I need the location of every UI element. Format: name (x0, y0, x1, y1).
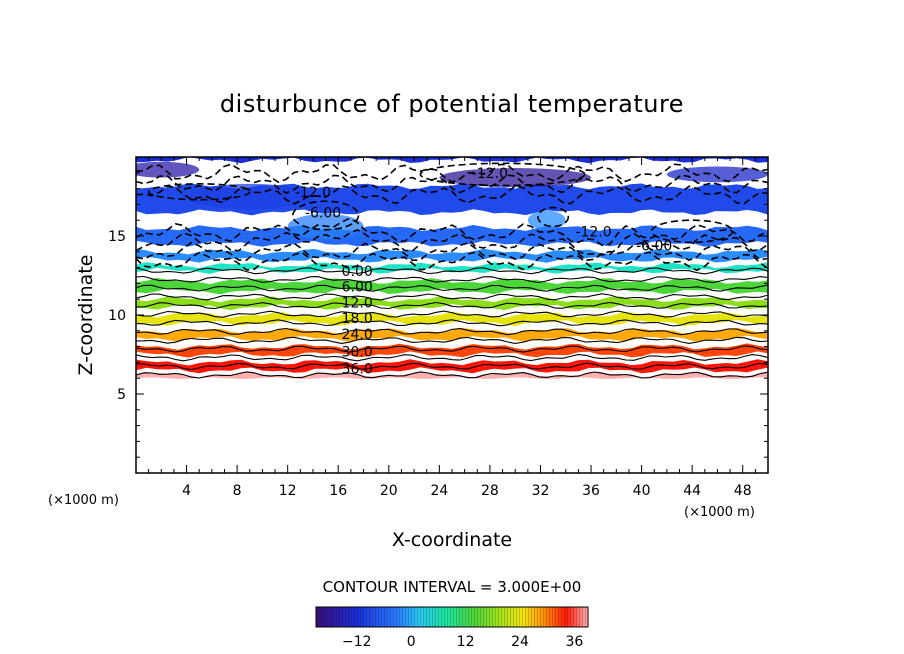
contour-line-positive (136, 362, 768, 371)
chart-title: disturbunce of potential temperature (220, 90, 684, 118)
contour-line-positive (136, 354, 768, 362)
x-unit-label-left: (×1000 m) (48, 493, 119, 508)
band-0 (136, 262, 768, 274)
contour-loop (650, 219, 734, 244)
y-tick-label: 5 (117, 387, 126, 403)
contour-line-positive (136, 345, 768, 353)
band-36 (136, 359, 768, 374)
contour-line-negative (136, 241, 768, 262)
colorbar-tick-label: 36 (565, 634, 583, 650)
colorbar-tick-label: 12 (457, 634, 475, 650)
contour-label: 12.0 (342, 295, 373, 311)
y-tick-label: 10 (108, 308, 126, 324)
colorbar-tick-label: −12 (342, 634, 372, 650)
x-tick-label: 12 (279, 483, 297, 499)
x-tick-label: 44 (683, 483, 701, 499)
band--15 (136, 157, 768, 164)
contour-line-positive (136, 371, 768, 379)
colorbar-tick-label: 24 (511, 634, 529, 650)
anomaly-blob (136, 161, 200, 178)
band--6 (136, 248, 768, 263)
x-tick-label: 40 (633, 483, 651, 499)
contour-label: 36.0 (342, 362, 373, 378)
contour-label: -12.0 (295, 185, 331, 201)
contour-line-negative (136, 174, 768, 194)
contour-loop (147, 183, 251, 201)
contour-interval-note: CONTOUR INTERVAL = 3.000E+00 (323, 578, 582, 596)
colorbar-frame (315, 606, 589, 628)
contour-line-positive (136, 336, 768, 344)
contour-label: -12.0 (472, 166, 508, 182)
contour-label: -12.0 (575, 224, 611, 240)
x-axis: 4 8 12 16 20 24 28 32 36 40 44 48 (148, 157, 756, 499)
colorbar (315, 606, 589, 628)
contour-line-negative (136, 185, 768, 205)
contour-line-positive (136, 284, 768, 292)
x-tick-label: 16 (329, 483, 347, 499)
anomaly-blobs (136, 161, 768, 240)
contour-label: -6.00 (636, 238, 672, 254)
x-tick-label: 48 (734, 483, 752, 499)
contour-label: 6.00 (342, 280, 373, 296)
band-12 (136, 296, 768, 311)
contour-line-negative (136, 229, 768, 256)
x-tick-label: 28 (481, 483, 499, 499)
contour-line-positive (136, 293, 768, 301)
y-axis: 5 10 15 (108, 172, 768, 458)
contour-line-positive (136, 301, 768, 310)
contour-line-negative (136, 163, 768, 183)
anomaly-blob (186, 183, 313, 210)
contour-line-positive (136, 267, 768, 275)
contour-line-positive (136, 327, 768, 336)
anomaly-blob (439, 168, 592, 188)
contour-lines (136, 162, 768, 379)
contour-label: -6.00 (305, 205, 341, 221)
anomaly-blob (527, 210, 566, 230)
y-axis-label: Z-coordinate (75, 255, 97, 376)
band-24 (136, 327, 768, 342)
y-tick-label: 15 (108, 229, 126, 245)
contour-line-negative (136, 251, 768, 272)
x-tick-label: 4 (182, 483, 191, 499)
colorbar-stripes (316, 607, 588, 627)
contour-line-negative (136, 217, 768, 247)
x-tick-label: 8 (233, 483, 242, 499)
contour-line-positive (136, 310, 768, 318)
contour-label: 0.00 (342, 264, 373, 280)
x-tick-label: 36 (582, 483, 600, 499)
contour-label: 30.0 (342, 344, 373, 360)
x-tick-label: 24 (430, 483, 448, 499)
x-unit-label-right: (×1000 m) (684, 505, 755, 520)
colorbar-tick-label: 0 (407, 634, 416, 650)
contour-loop (537, 206, 570, 228)
contour-label: 18.0 (342, 311, 373, 327)
contour-loop (419, 162, 586, 187)
x-tick-label: 20 (380, 483, 398, 499)
contour-line-positive (136, 319, 768, 327)
contour-label: 24.0 (342, 327, 373, 343)
band-18 (136, 311, 768, 326)
contour-loop (291, 200, 360, 231)
colorbar-ticks: −12 0 12 24 36 (342, 634, 583, 650)
x-axis-label: X-coordinate (392, 529, 512, 551)
x-tick-label: 32 (532, 483, 550, 499)
contour-line-positive (136, 275, 768, 284)
